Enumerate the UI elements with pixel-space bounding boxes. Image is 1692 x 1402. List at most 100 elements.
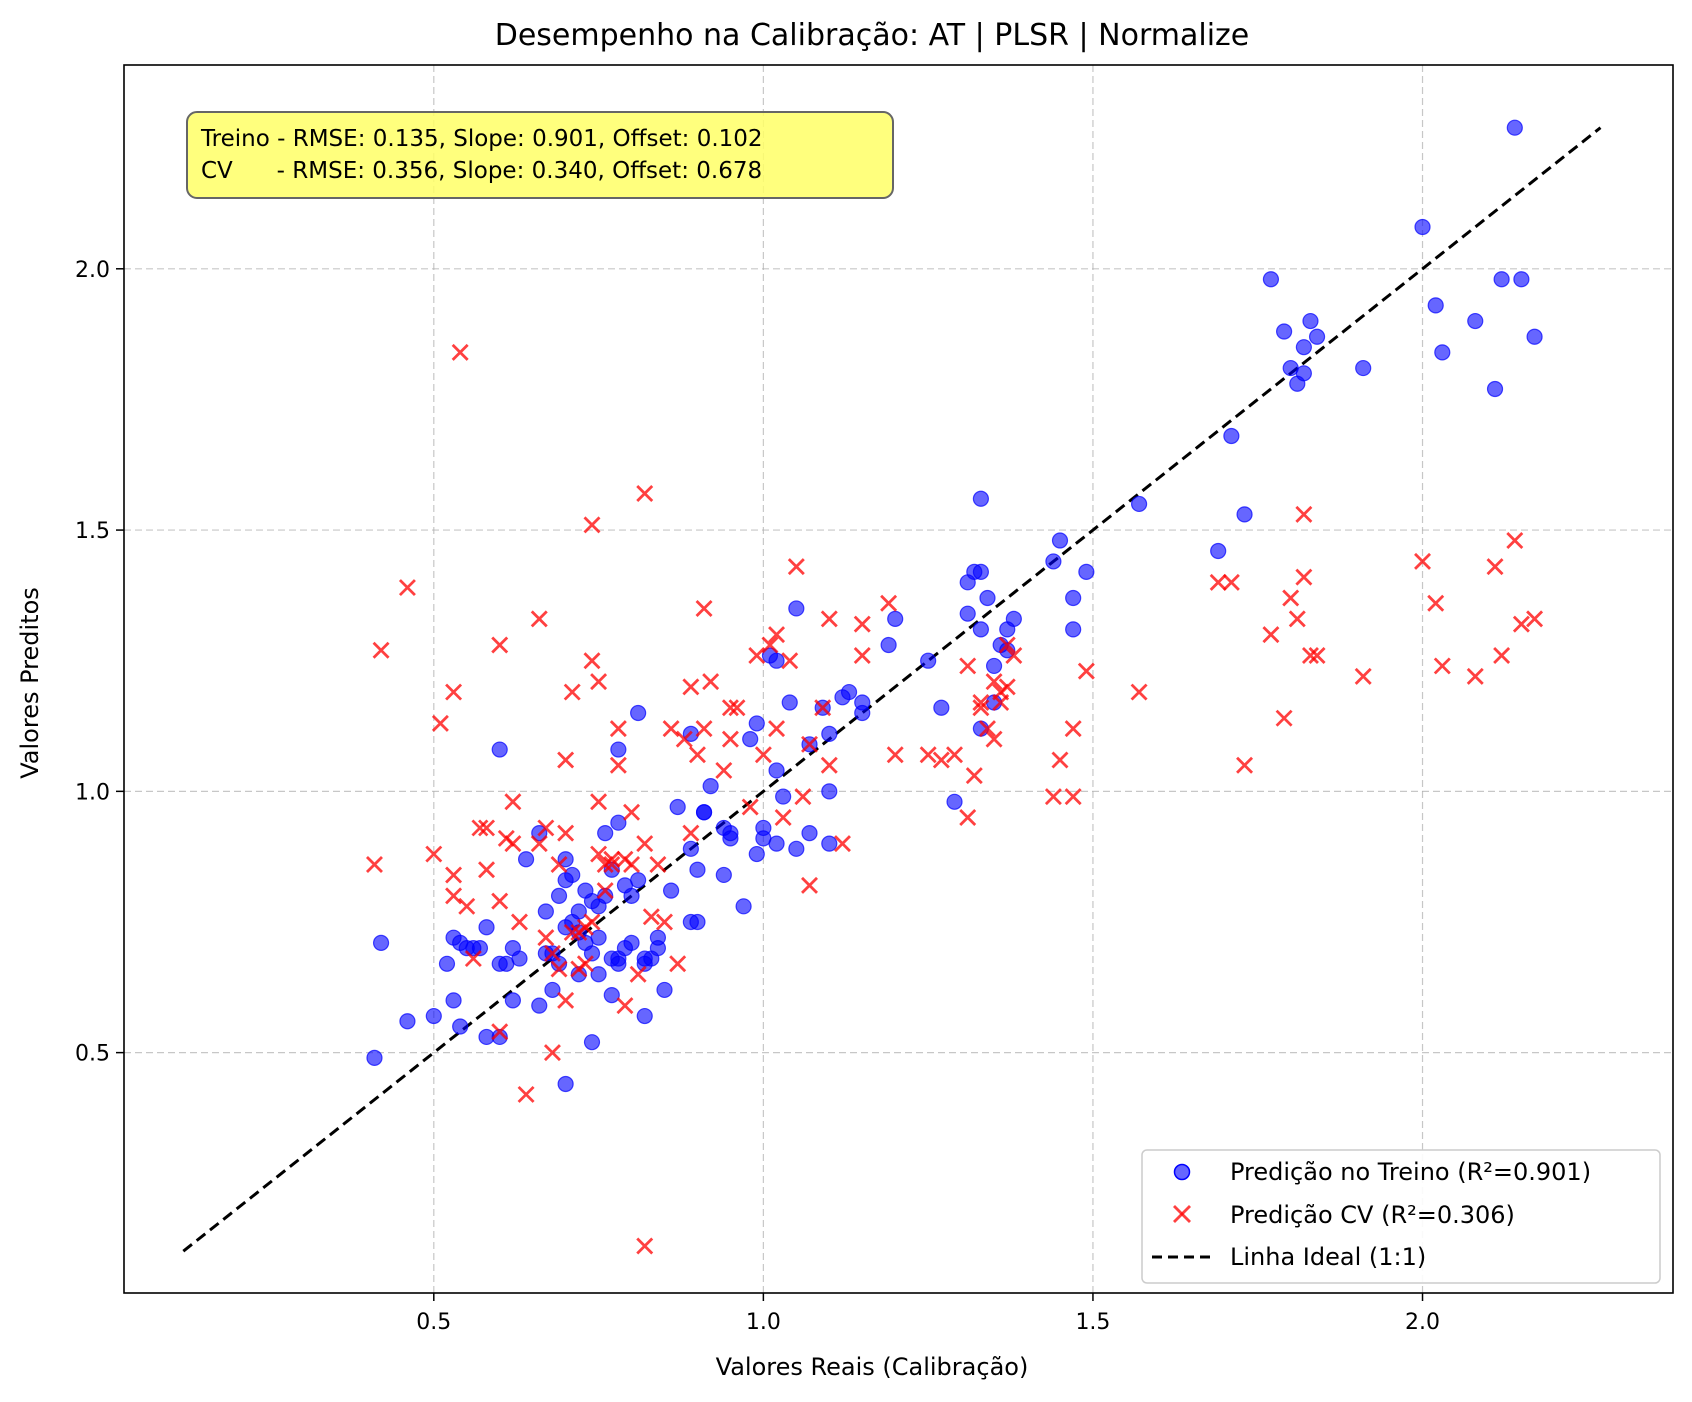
cv-point: [688, 746, 706, 764]
cv-point: [728, 699, 746, 717]
train-point: [840, 683, 858, 701]
train-point: [1493, 271, 1510, 288]
cv-point: [365, 856, 383, 873]
cv-point: [590, 845, 608, 863]
train-point: [544, 981, 561, 999]
train-point: [972, 621, 989, 638]
cv-point: [510, 913, 528, 931]
cv-point: [1130, 683, 1148, 701]
cv-point: [1209, 573, 1227, 591]
cv-point: [998, 678, 1016, 696]
cv-point: [992, 694, 1010, 712]
cv-point: [576, 955, 594, 973]
train-point: [1486, 380, 1504, 398]
cv-point: [820, 756, 838, 774]
cv-point: [616, 997, 634, 1015]
train-point: [471, 940, 489, 957]
cv-point: [1064, 720, 1082, 738]
cv-point: [636, 835, 654, 853]
train-point: [537, 903, 554, 920]
cv-point: [557, 751, 575, 769]
train-point: [775, 788, 792, 805]
train-point: [425, 1007, 442, 1025]
cv-point: [675, 730, 693, 748]
chart-title: Desempenho na Calibração: AT | PLSR | No…: [495, 18, 1250, 53]
cv-point: [636, 1237, 654, 1255]
train-point: [1005, 610, 1022, 628]
cv-point: [609, 756, 627, 774]
train-point: [630, 872, 647, 889]
legend-ideal-label: Linha Ideal (1:1): [1230, 1243, 1426, 1271]
train-point: [610, 741, 627, 758]
cv-point: [761, 636, 779, 654]
train-point: [669, 798, 686, 816]
train-point: [445, 992, 462, 1009]
cv-point: [530, 835, 548, 853]
cv-point: [603, 856, 621, 873]
train-point: [623, 934, 640, 951]
train-point: [1236, 506, 1253, 523]
legend: Predição no Treino (R²=0.901) Predição C…: [1141, 1149, 1661, 1284]
train-point: [972, 563, 989, 580]
cv-point: [1301, 646, 1319, 664]
train-point: [821, 725, 838, 742]
cv-point: [636, 485, 654, 502]
cv-point: [1077, 662, 1095, 680]
stats-line-train: Treino - RMSE: 0.135, Slope: 0.901, Offs…: [200, 126, 763, 152]
train-point: [682, 840, 699, 857]
train-point: [662, 882, 680, 899]
train-point: [1513, 271, 1530, 288]
cv-point: [543, 944, 561, 962]
train-point: [583, 945, 601, 962]
cv-point: [1427, 594, 1445, 612]
cv-point: [471, 819, 489, 837]
train-point: [550, 887, 568, 904]
cv-point: [623, 803, 641, 821]
train-point: [491, 741, 508, 758]
stats-box: Treino - RMSE: 0.135, Slope: 0.901, Offs…: [186, 111, 894, 199]
train-point: [597, 887, 614, 904]
train-point: [1065, 589, 1082, 607]
cv-points-layer: [365, 343, 1544, 1255]
train-point: [372, 934, 390, 951]
train-point: [630, 704, 647, 722]
train-point: [715, 866, 732, 884]
train-point: [399, 1013, 416, 1030]
train-point: [452, 1018, 469, 1035]
cv-point: [1044, 788, 1062, 806]
cv-point: [1354, 667, 1372, 685]
cv-point: [959, 657, 977, 675]
cv-point: [517, 1085, 535, 1103]
train-point: [880, 636, 897, 654]
train-point: [920, 652, 937, 669]
axis-ticks: 0.5 1.0 1.5 2.0 0.5 1.0 1.5 2.0: [75, 258, 1440, 1335]
cv-point: [491, 892, 509, 910]
cv-point: [985, 673, 1003, 691]
cv-point: [649, 856, 667, 873]
cv-point: [998, 636, 1016, 654]
train-point: [511, 950, 528, 967]
train-point: [610, 814, 627, 831]
cv-point: [478, 819, 496, 837]
cv-point: [754, 746, 772, 764]
train-point: [1045, 553, 1062, 570]
train-point: [788, 840, 805, 857]
train-point: [570, 903, 587, 920]
cv-point: [372, 641, 390, 659]
train-point: [491, 1028, 508, 1046]
train-point: [590, 929, 607, 946]
train-point: [781, 694, 798, 711]
train-point: [583, 1034, 601, 1051]
cv-point: [550, 960, 568, 978]
train-point: [597, 825, 614, 842]
train-point: [695, 804, 713, 821]
cv-point: [1466, 667, 1484, 685]
cv-point: [1236, 756, 1254, 774]
cv-point: [504, 835, 522, 853]
cv-point: [702, 673, 720, 691]
train-point: [821, 835, 838, 852]
train-point: [887, 610, 904, 628]
train-point: [1223, 427, 1240, 445]
train-point: [768, 835, 785, 852]
cv-point: [590, 793, 608, 811]
